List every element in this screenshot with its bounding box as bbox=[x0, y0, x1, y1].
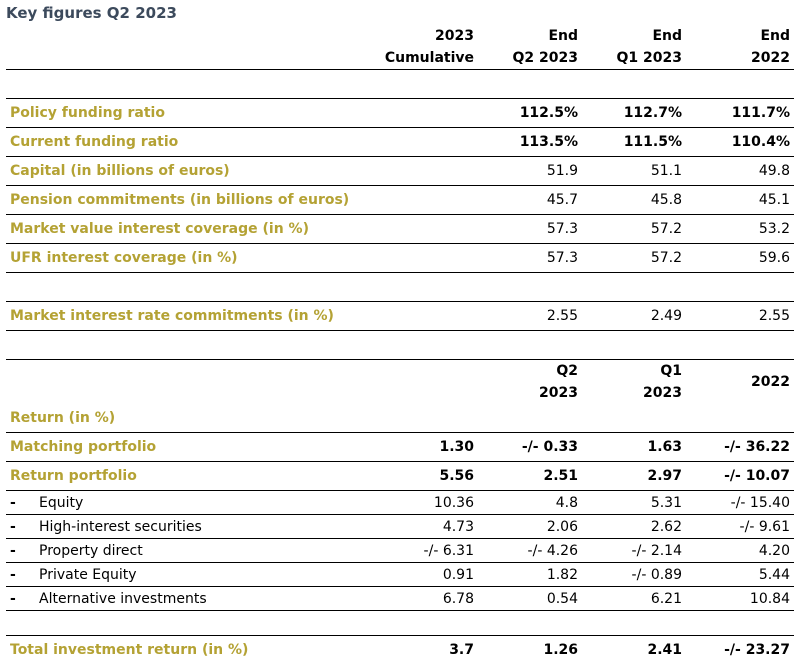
sub-row: -Alternative investments 6.78 0.54 6.21 … bbox=[6, 587, 794, 611]
spacer-row bbox=[6, 611, 794, 636]
header-q1-2023: Q1 2023 bbox=[582, 360, 686, 405]
header-cumulative: 2023 Cumulative bbox=[374, 25, 478, 70]
spacer-row bbox=[6, 273, 794, 302]
sub-row: -High-interest securities 4.73 2.06 2.62… bbox=[6, 515, 794, 539]
header-2022: 2022 bbox=[686, 360, 794, 405]
row-label: Market value interest coverage (in %) bbox=[6, 215, 374, 244]
table-row: Matching portfolio 1.30 -/- 0.33 1.63 -/… bbox=[6, 433, 794, 462]
row-label: Private Equity bbox=[39, 567, 137, 583]
row-label: UFR interest coverage (in %) bbox=[6, 244, 374, 273]
row-label: Matching portfolio bbox=[6, 433, 374, 462]
table-row: Market interest rate commitments (in %) … bbox=[6, 302, 794, 331]
row-label: Policy funding ratio bbox=[6, 99, 374, 128]
row-label: Current funding ratio bbox=[6, 128, 374, 157]
return-header-row: Q2 2023 Q1 2023 2022 bbox=[6, 360, 794, 405]
row-label: Capital (in billions of euros) bbox=[6, 157, 374, 186]
row-label: Total investment return (in %) bbox=[6, 636, 374, 664]
page-title: Key figures Q2 2023 bbox=[6, 4, 177, 22]
sub-row: -Private Equity 0.91 1.82 -/- 0.89 5.44 bbox=[6, 563, 794, 587]
bullet: - bbox=[10, 591, 39, 607]
header-end-q1-2023: End Q1 2023 bbox=[582, 25, 686, 70]
header-end-q2-2023: End Q2 2023 bbox=[478, 25, 582, 70]
key-figures-table: 2023 Cumulative End Q2 2023 End Q1 2023 … bbox=[6, 25, 794, 664]
bullet: - bbox=[10, 495, 39, 511]
table-row: Market value interest coverage (in %) 57… bbox=[6, 215, 794, 244]
section-label-row: Return (in %) bbox=[6, 404, 794, 433]
row-label: Market interest rate commitments (in %) bbox=[6, 302, 374, 331]
row-label: Pension commitments (in billions of euro… bbox=[6, 186, 374, 215]
total-row: Total investment return (in %) 3.7 1.26 … bbox=[6, 636, 794, 664]
table-row: Capital (in billions of euros) 51.9 51.1… bbox=[6, 157, 794, 186]
bullet: - bbox=[10, 543, 39, 559]
bullet: - bbox=[10, 567, 39, 583]
spacer-row bbox=[6, 70, 794, 99]
sub-row: -Equity 10.36 4.8 5.31 -/- 15.40 bbox=[6, 491, 794, 515]
column-header-row: 2023 Cumulative End Q2 2023 End Q1 2023 … bbox=[6, 25, 794, 70]
sub-row: -Property direct -/- 6.31 -/- 4.26 -/- 2… bbox=[6, 539, 794, 563]
table-row: Pension commitments (in billions of euro… bbox=[6, 186, 794, 215]
table-row: Policy funding ratio 112.5% 112.7% 111.7… bbox=[6, 99, 794, 128]
row-label: Property direct bbox=[39, 543, 143, 559]
bullet: - bbox=[10, 519, 39, 535]
table-row: UFR interest coverage (in %) 57.3 57.2 5… bbox=[6, 244, 794, 273]
table-row: Current funding ratio 113.5% 111.5% 110.… bbox=[6, 128, 794, 157]
row-label: Alternative investments bbox=[39, 591, 207, 607]
row-label: High-interest securities bbox=[39, 519, 202, 535]
table-row: Return portfolio 5.56 2.51 2.97 -/- 10.0… bbox=[6, 462, 794, 491]
header-end-2022: End 2022 bbox=[686, 25, 794, 70]
header-q2-2023: Q2 2023 bbox=[478, 360, 582, 405]
row-label: Equity bbox=[39, 495, 83, 511]
return-section-label: Return (in %) bbox=[6, 404, 374, 433]
spacer-row bbox=[6, 331, 794, 360]
row-label: Return portfolio bbox=[6, 462, 374, 491]
